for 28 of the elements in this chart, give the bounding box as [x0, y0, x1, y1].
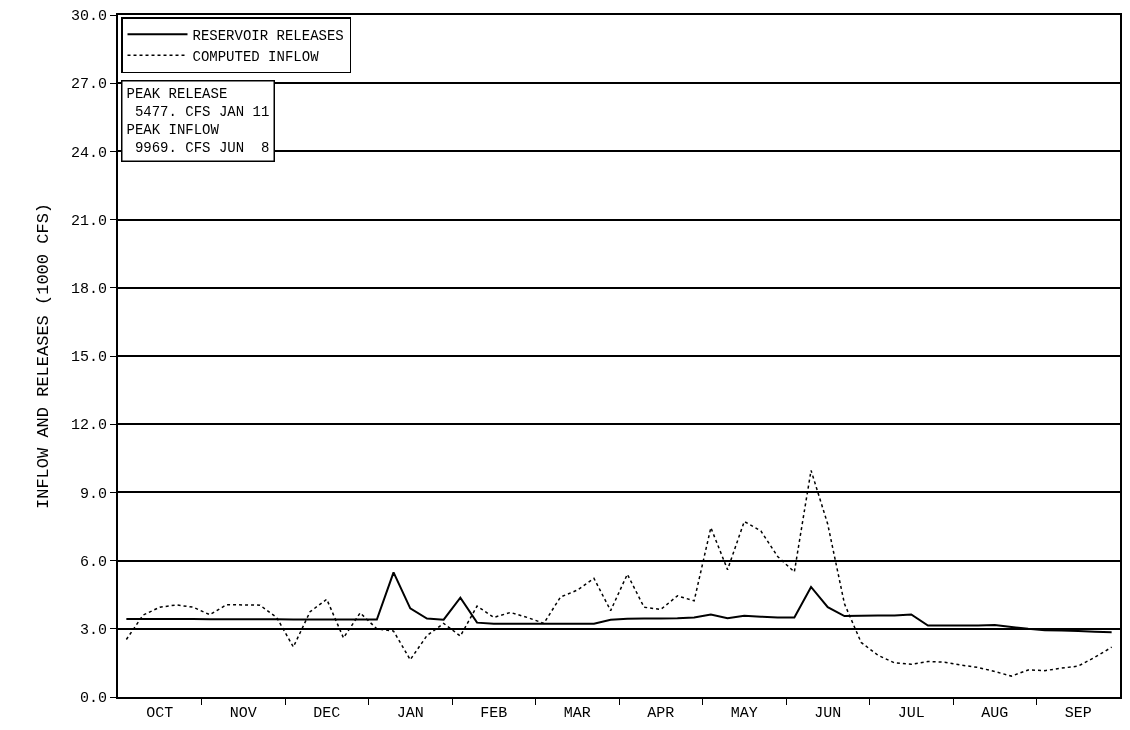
- y-tick-label: 30.0: [70, 8, 107, 26]
- x-tick-label: JUN: [814, 705, 842, 722]
- x-tick-label: JAN: [396, 705, 424, 722]
- y-tick-label: 12.0: [70, 417, 107, 435]
- y-tick-label: 24.0: [70, 144, 107, 162]
- annotation: PEAK INFLOW 9969. CFS JUN 8: [126, 121, 270, 157]
- x-tick-label: SEP: [1064, 705, 1092, 722]
- y-tick-label: 21.0: [70, 212, 107, 230]
- x-tick-label: JUL: [897, 705, 925, 722]
- y-tick-label: 0.0: [79, 690, 107, 708]
- y-axis-title: INFLOW AND RELEASES (1000 CFS): [34, 202, 54, 510]
- y-tick-label: 18.0: [70, 281, 107, 299]
- legend-label: COMPUTED INFLOW: [192, 48, 320, 65]
- y-tick-label: 27.0: [70, 76, 107, 94]
- x-tick-label: APR: [647, 705, 675, 722]
- x-tick-label: MAY: [730, 705, 758, 722]
- x-tick-label: AUG: [981, 705, 1009, 722]
- x-tick-label: OCT: [146, 705, 174, 722]
- x-tick-label: MAR: [563, 705, 591, 722]
- y-tick-label: 9.0: [79, 485, 107, 503]
- legend-label: RESERVOIR RELEASES: [192, 27, 344, 44]
- y-tick-label: 15.0: [70, 349, 107, 367]
- y-tick-label: 3.0: [79, 622, 107, 640]
- x-tick-label: NOV: [229, 705, 257, 722]
- x-tick-label: FEB: [480, 705, 508, 722]
- x-tick-label: DEC: [313, 705, 341, 722]
- y-tick-label: 6.0: [79, 553, 107, 571]
- annotation: PEAK RELEASE 5477. CFS JAN 11: [126, 85, 270, 120]
